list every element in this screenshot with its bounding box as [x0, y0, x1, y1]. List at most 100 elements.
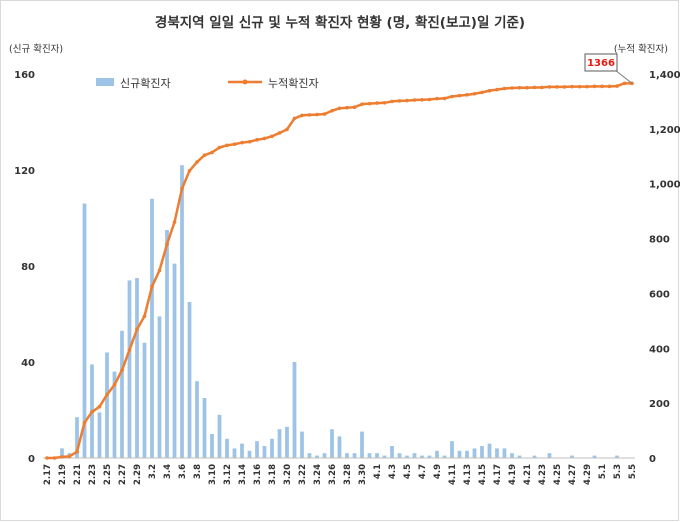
bar-new-cases	[255, 441, 259, 458]
cumulative-cases-point	[600, 84, 604, 89]
right-y-axis-ticks: 0 200 400 600 800 1,000 1,200 1,400	[649, 70, 680, 465]
cumulative-cases-point	[442, 96, 447, 101]
bar-new-cases	[210, 434, 214, 458]
cumulative-cases-point	[217, 145, 222, 150]
cumulative-cases-point	[375, 101, 379, 105]
cumulative-cases-point	[547, 85, 552, 89]
x-tick-label: 3.28	[343, 464, 353, 485]
bar-new-cases	[457, 450, 462, 458]
cumulative-cases-point	[75, 449, 79, 454]
cumulative-cases-point	[150, 284, 154, 289]
cumulative-cases-point	[510, 86, 514, 90]
bar-new-cases	[277, 429, 282, 458]
cumulative-cases-point	[480, 90, 484, 95]
x-tick-label: 3.12	[223, 464, 233, 485]
bar-new-cases	[510, 453, 514, 458]
legend-marker-cumulative-cases	[242, 79, 248, 85]
x-tick-label: 2.17	[43, 464, 53, 485]
callout-leader-line	[614, 69, 633, 84]
legend: 신규확진자 누적확진자	[96, 77, 319, 90]
bar-new-cases	[240, 443, 244, 458]
bar-new-cases	[195, 381, 199, 458]
cumulative-cases-point	[112, 382, 117, 387]
bar-new-cases	[202, 398, 207, 458]
x-tick-label: 3.30	[358, 464, 368, 485]
x-tick-label: 4.27	[568, 464, 578, 485]
callout-box	[584, 53, 618, 72]
cumulative-cases-point	[60, 455, 64, 459]
cumulative-cases-point	[577, 84, 582, 89]
bar-new-cases	[247, 450, 252, 458]
right-axis-unit-label: (누적 확진자)	[614, 43, 668, 55]
right-y-tick-label: 0	[649, 454, 656, 465]
bar-new-cases	[517, 455, 522, 458]
cumulative-cases-point	[255, 138, 259, 142]
bar-new-cases	[480, 446, 484, 458]
bar-new-cases	[592, 455, 597, 458]
bar-new-cases	[300, 431, 304, 458]
cumulative-cases-series-line	[47, 82, 632, 460]
cumulative-cases-point	[45, 456, 49, 460]
legend-label-cumulative-cases: 누적확진자	[268, 77, 319, 90]
legend-swatch-new-cases	[96, 78, 114, 86]
x-tick-label: 4.5	[403, 464, 413, 479]
bar-new-cases	[337, 436, 342, 458]
left-y-tick-label: 160	[14, 70, 35, 81]
cumulative-cases-point	[382, 101, 387, 105]
cumulative-cases-point	[555, 85, 559, 89]
bar-new-cases	[345, 453, 349, 458]
x-tick-label: 3.24	[313, 464, 323, 485]
cumulative-cases-point	[157, 268, 162, 273]
cumulative-cases-point	[420, 97, 424, 102]
x-tick-label: 5.3	[613, 464, 623, 479]
x-tick-label: 4.1	[373, 464, 383, 479]
cumulative-cases-point	[592, 84, 597, 89]
x-tick-label: 4.25	[553, 464, 563, 485]
cumulative-cases-point	[270, 134, 274, 139]
x-tick-label: 5.5	[628, 464, 638, 479]
cumulative-cases-point	[82, 420, 87, 425]
bar-new-cases	[330, 429, 334, 458]
cumulative-cases-point	[262, 136, 267, 141]
bar-new-cases	[502, 448, 507, 458]
cumulative-cases-point	[142, 314, 147, 318]
x-tick-label: 4.19	[508, 464, 518, 485]
cumulative-cases-point	[202, 153, 207, 157]
cumulative-cases-point	[135, 327, 139, 332]
bar-new-cases	[82, 203, 87, 458]
x-tick-label: 3.26	[328, 464, 338, 485]
cumulative-cases-point	[615, 84, 619, 88]
cumulative-cases-point	[120, 368, 124, 373]
bar-new-cases	[427, 455, 432, 458]
bar-new-cases	[127, 280, 132, 458]
latest-total-callout: 1366	[584, 53, 633, 84]
right-y-tick-label: 800	[649, 235, 670, 246]
x-tick-label: 4.13	[463, 464, 473, 485]
bar-new-cases	[495, 448, 499, 458]
cumulative-cases-point	[247, 139, 252, 144]
cumulative-cases-point	[607, 84, 612, 89]
x-tick-label: 2.21	[73, 464, 83, 485]
x-tick-label: 2.19	[58, 464, 68, 485]
cumulative-cases-point	[562, 85, 567, 89]
cumulative-cases-point	[495, 87, 499, 92]
x-axis-ticks: 2.17 2.19 2.21 2.23 2.25 2.27 2.29 3.2 3.4 3.6 3.8…	[43, 464, 638, 485]
cumulative-cases-point	[585, 84, 589, 89]
cumulative-cases-point	[187, 169, 192, 173]
right-y-tick-label: 600	[649, 289, 670, 300]
cumulative-cases-point	[67, 454, 72, 459]
legend-label-new-cases: 신규확진자	[120, 77, 171, 90]
right-y-tick-label: 1,200	[649, 125, 680, 136]
bar-new-cases	[397, 453, 402, 458]
x-tick-label: 3.22	[298, 464, 308, 485]
left-y-tick-label: 80	[21, 262, 35, 273]
x-tick-label: 3.10	[208, 464, 218, 485]
cumulative-cases-point	[397, 99, 402, 103]
bar-new-cases	[465, 450, 469, 458]
cumulative-cases-point	[165, 242, 169, 247]
cumulative-cases-point	[240, 140, 244, 145]
bar-new-cases	[135, 278, 139, 458]
cumulative-cases-point	[622, 81, 627, 86]
bar-new-cases	[60, 448, 64, 458]
x-tick-label: 5.1	[598, 464, 608, 479]
